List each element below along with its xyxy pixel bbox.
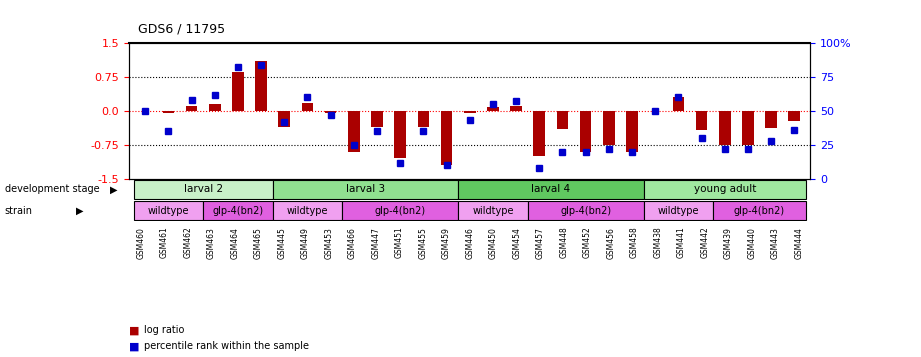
Bar bbox=[348, 111, 359, 152]
Text: strain: strain bbox=[5, 206, 32, 216]
Bar bbox=[186, 106, 197, 111]
FancyBboxPatch shape bbox=[458, 180, 644, 199]
Text: wildtype: wildtype bbox=[147, 206, 189, 216]
Bar bbox=[603, 111, 614, 145]
Bar bbox=[672, 97, 684, 111]
FancyBboxPatch shape bbox=[273, 180, 458, 199]
Bar bbox=[209, 104, 220, 111]
Text: GSM446: GSM446 bbox=[465, 227, 474, 258]
Text: GSM465: GSM465 bbox=[253, 227, 262, 258]
Text: GSM444: GSM444 bbox=[794, 227, 803, 258]
Text: wildtype: wildtype bbox=[658, 206, 699, 216]
FancyBboxPatch shape bbox=[713, 201, 806, 220]
Text: percentile rank within the sample: percentile rank within the sample bbox=[144, 341, 309, 351]
Text: GSM441: GSM441 bbox=[677, 227, 686, 258]
Text: GSM451: GSM451 bbox=[395, 227, 403, 258]
Bar bbox=[580, 111, 591, 152]
FancyBboxPatch shape bbox=[644, 201, 713, 220]
FancyBboxPatch shape bbox=[644, 180, 806, 199]
Text: development stage: development stage bbox=[5, 185, 99, 195]
Text: GSM457: GSM457 bbox=[536, 227, 544, 258]
FancyBboxPatch shape bbox=[528, 201, 644, 220]
Text: ■: ■ bbox=[129, 325, 139, 335]
Text: GSM443: GSM443 bbox=[771, 227, 780, 258]
Bar bbox=[278, 111, 290, 127]
Text: GDS6 / 11795: GDS6 / 11795 bbox=[138, 22, 226, 35]
Bar bbox=[695, 111, 707, 130]
Text: GSM447: GSM447 bbox=[371, 227, 380, 258]
Text: log ratio: log ratio bbox=[144, 325, 184, 335]
Bar bbox=[765, 111, 777, 128]
Text: GSM448: GSM448 bbox=[559, 227, 568, 258]
Text: GSM459: GSM459 bbox=[442, 227, 450, 258]
Text: GSM442: GSM442 bbox=[700, 227, 709, 258]
Text: GSM455: GSM455 bbox=[418, 227, 427, 258]
Text: wildtype: wildtype bbox=[286, 206, 328, 216]
FancyBboxPatch shape bbox=[343, 201, 458, 220]
Text: glp-4(bn2): glp-4(bn2) bbox=[560, 206, 612, 216]
Text: GSM449: GSM449 bbox=[300, 227, 309, 258]
Bar bbox=[255, 61, 267, 111]
Text: larval 3: larval 3 bbox=[345, 185, 385, 195]
Text: glp-4(bn2): glp-4(bn2) bbox=[213, 206, 263, 216]
Bar bbox=[556, 111, 568, 129]
Text: larval 4: larval 4 bbox=[531, 185, 570, 195]
FancyBboxPatch shape bbox=[458, 201, 528, 220]
Text: GSM453: GSM453 bbox=[324, 227, 333, 258]
Text: wildtype: wildtype bbox=[472, 206, 514, 216]
Text: GSM439: GSM439 bbox=[724, 227, 733, 258]
Text: GSM454: GSM454 bbox=[512, 227, 521, 258]
Text: GSM458: GSM458 bbox=[630, 227, 639, 258]
Bar bbox=[533, 111, 545, 156]
Bar bbox=[302, 103, 313, 111]
Text: GSM452: GSM452 bbox=[583, 227, 591, 258]
Text: glp-4(bn2): glp-4(bn2) bbox=[375, 206, 426, 216]
Text: ▶: ▶ bbox=[76, 206, 84, 216]
Bar bbox=[626, 111, 637, 152]
Text: GSM463: GSM463 bbox=[206, 227, 216, 258]
Text: GSM456: GSM456 bbox=[606, 227, 615, 258]
FancyBboxPatch shape bbox=[273, 201, 343, 220]
FancyBboxPatch shape bbox=[204, 201, 273, 220]
Text: GSM438: GSM438 bbox=[653, 227, 662, 258]
Text: glp-4(bn2): glp-4(bn2) bbox=[734, 206, 785, 216]
FancyBboxPatch shape bbox=[134, 201, 204, 220]
Bar bbox=[232, 72, 244, 111]
Text: GSM450: GSM450 bbox=[489, 227, 497, 258]
Text: larval 2: larval 2 bbox=[183, 185, 223, 195]
Bar bbox=[719, 111, 730, 145]
Bar bbox=[394, 111, 406, 159]
Bar bbox=[371, 111, 383, 127]
FancyBboxPatch shape bbox=[134, 180, 273, 199]
Text: GSM462: GSM462 bbox=[183, 227, 192, 258]
Bar bbox=[487, 107, 498, 111]
Text: GSM460: GSM460 bbox=[136, 227, 146, 258]
Text: GSM466: GSM466 bbox=[348, 227, 356, 258]
Bar bbox=[464, 111, 475, 113]
Text: ▶: ▶ bbox=[110, 185, 117, 195]
Bar bbox=[441, 111, 452, 165]
Text: ■: ■ bbox=[129, 341, 139, 351]
Text: GSM464: GSM464 bbox=[230, 227, 239, 258]
Text: GSM440: GSM440 bbox=[747, 227, 756, 258]
Bar bbox=[510, 106, 522, 111]
Bar bbox=[417, 111, 429, 127]
Bar bbox=[742, 111, 753, 145]
Text: GSM445: GSM445 bbox=[277, 227, 286, 258]
Bar bbox=[162, 111, 174, 113]
Bar bbox=[788, 111, 800, 121]
Text: young adult: young adult bbox=[694, 185, 756, 195]
Text: GSM461: GSM461 bbox=[159, 227, 169, 258]
Bar bbox=[325, 111, 336, 113]
